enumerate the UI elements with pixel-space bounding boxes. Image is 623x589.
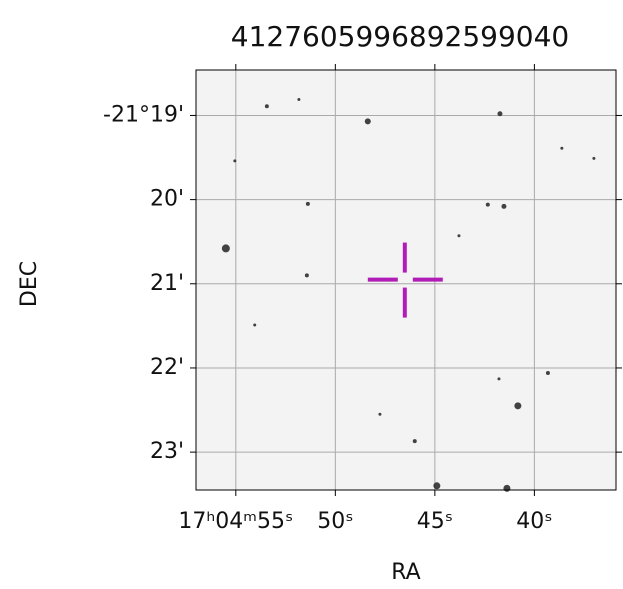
y-tick-label: -21°19': [103, 102, 184, 127]
star: [497, 111, 503, 117]
star: [485, 202, 490, 207]
star: [364, 118, 371, 125]
star: [304, 273, 309, 278]
x-axis-label: RA: [391, 560, 420, 585]
x-tick-label: 40ˢ: [516, 509, 552, 534]
star: [560, 146, 564, 150]
y-tick-label: 20': [150, 187, 184, 212]
star: [497, 377, 501, 381]
star: [297, 97, 301, 101]
star: [305, 201, 310, 206]
star: [412, 439, 417, 444]
x-tick-label: 50ˢ: [317, 509, 353, 534]
star: [545, 371, 550, 376]
star: [433, 482, 441, 490]
y-tick-label: 22': [150, 355, 184, 380]
star: [501, 203, 507, 209]
star: [514, 402, 522, 410]
y-tick-label: 21': [150, 271, 184, 296]
star: [253, 323, 257, 327]
star: [264, 104, 269, 109]
chart-title: 4127605996892599040: [231, 20, 569, 53]
x-tick-label: 45ˢ: [417, 509, 453, 534]
star: [378, 412, 382, 416]
star: [233, 159, 237, 163]
star: [503, 484, 511, 492]
star: [457, 234, 461, 238]
sky-image: [196, 70, 616, 490]
x-tick-label: 17ʰ04ᵐ55ˢ: [178, 509, 293, 534]
star: [221, 244, 230, 253]
y-axis-label: DEC: [17, 261, 42, 307]
y-tick-label: 23': [150, 439, 184, 464]
star: [592, 156, 596, 160]
plot-frame: [195, 69, 617, 491]
